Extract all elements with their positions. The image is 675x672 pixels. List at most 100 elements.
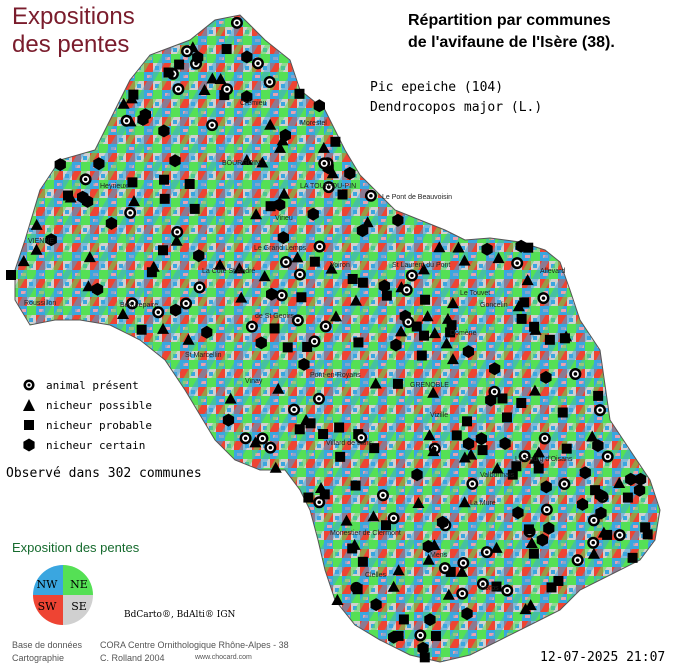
nicheur-possible-marker [492,252,505,264]
ne-label: NE [70,578,88,591]
nicheur-possible-marker [291,251,304,263]
town-label: Virieu [275,215,293,222]
nicheur-possible-marker [331,594,344,606]
nicheur-probable-marker [309,256,320,267]
nicheur-probable-marker [445,327,456,338]
nw-label: NW [37,578,59,591]
nicheur-certain-marker [411,468,423,482]
observation-markers [6,16,653,663]
nicheur-possible-marker [427,386,440,398]
nicheur-probable-marker [146,267,157,278]
nicheur-probable-marker [642,529,653,540]
nicheur-certain-marker [378,279,390,293]
nicheur-probable-marker [420,294,431,305]
nicheur-probable-marker [419,652,430,663]
town-label: La Mure [470,500,496,507]
nicheur-certain-marker [485,393,497,407]
nicheur-possible-marker [198,83,211,95]
animal-present-marker [171,225,184,238]
animal-present-marker [79,173,92,186]
nicheur-probable-marker [219,90,230,101]
nicheur-possible-marker [613,476,626,488]
animal-present-marker [263,75,276,88]
nicheur-probable-marker [528,548,539,559]
town-label: Le Touvet [460,290,491,297]
animal-present-marker [120,114,133,127]
nicheur-possible-marker [213,258,226,270]
nicheur-probable-marker [330,136,341,147]
nicheur-certain-marker [356,224,369,238]
nicheur-probable-marker [174,59,185,70]
nicheur-probable-marker [127,177,138,188]
nicheur-probable-marker [189,203,200,214]
nicheur-possible-marker [428,327,441,339]
legend-nicheur-certain: nicheur certain [22,435,145,455]
nicheur-possible-marker [428,539,441,551]
nicheur-probable-marker [622,492,633,503]
nicheur-possible-marker [412,497,425,509]
nicheur-probable-marker [446,320,457,331]
town-label: Le Grand Lemps [254,245,307,252]
nicheur-certain-marker [241,90,253,104]
animal-present-marker [322,181,335,194]
animal-present-marker [457,557,470,570]
nicheur-probable-marker [451,430,462,441]
nicheur-certain-marker [390,338,402,352]
animal-present-marker [569,367,582,380]
nicheur-probable-marker [294,424,305,435]
nicheur-possible-marker [170,234,183,246]
town-label: Allevard [540,268,566,275]
nicheur-possible-marker [387,580,400,592]
animal-present-marker [308,335,321,348]
animal-present-marker [558,478,571,491]
nicheur-possible-marker [116,308,129,320]
nicheur-possible-marker [349,294,362,306]
nicheur-certain-marker [540,480,552,494]
nicheur-probable-marker [553,575,564,586]
nicheur-possible-marker [326,167,339,179]
town-label: Mens [430,552,448,559]
nicheur-certain-marker [489,362,501,376]
town-label: Crémieu [240,100,267,107]
nicheur-certain-marker [579,466,591,480]
nicheur-probable-marker [163,67,174,78]
animal-present-marker [291,314,304,327]
nicheur-possible-marker [525,536,538,548]
nicheur-certain-marker [462,437,475,451]
nicheur-probable-marker [335,451,346,462]
animal-present-marker [571,554,584,567]
nicheur-probable-marker [357,556,368,567]
animal-present-marker [587,514,600,527]
nicheur-possible-marker [491,462,504,474]
nicheur-probable-marker [627,552,638,563]
repartition-title-line1: Répartition par communes [408,12,611,29]
database-label: Base de données [12,640,83,650]
nicheur-certain-marker [193,249,205,263]
nicheur-certain-marker [93,157,105,171]
town-label: Corps [480,585,499,592]
animal-present-marker [256,432,269,445]
nicheur-possible-marker [214,73,227,85]
nicheur-probable-marker [357,277,368,288]
nicheur-certain-marker [540,370,552,384]
animal-present-marker [594,404,607,417]
nicheur-possible-marker [30,218,43,230]
animal-present-marker [264,441,277,454]
nicheur-possible-marker [249,436,262,448]
nicheur-probable-marker [557,407,568,418]
nicheur-possible-marker [157,322,170,334]
nicheur-possible-marker [458,496,471,508]
animal-present-marker [537,292,550,305]
town-label: Valbonnais [480,472,515,479]
nicheur-certain-marker [170,303,182,317]
animal-present-marker [251,57,264,70]
nicheur-possible-marker [269,461,282,473]
animal-present-marker [126,297,139,310]
nicheur-possible-marker [367,510,380,522]
animal-present-marker [181,45,194,58]
generation-date: 12-07-2025 21:07 [540,650,666,665]
town-label: Roussillon [24,300,57,307]
nicheur-certain-marker [77,190,89,204]
nicheur-probable-marker [303,492,314,503]
animal-present-marker [476,577,489,590]
